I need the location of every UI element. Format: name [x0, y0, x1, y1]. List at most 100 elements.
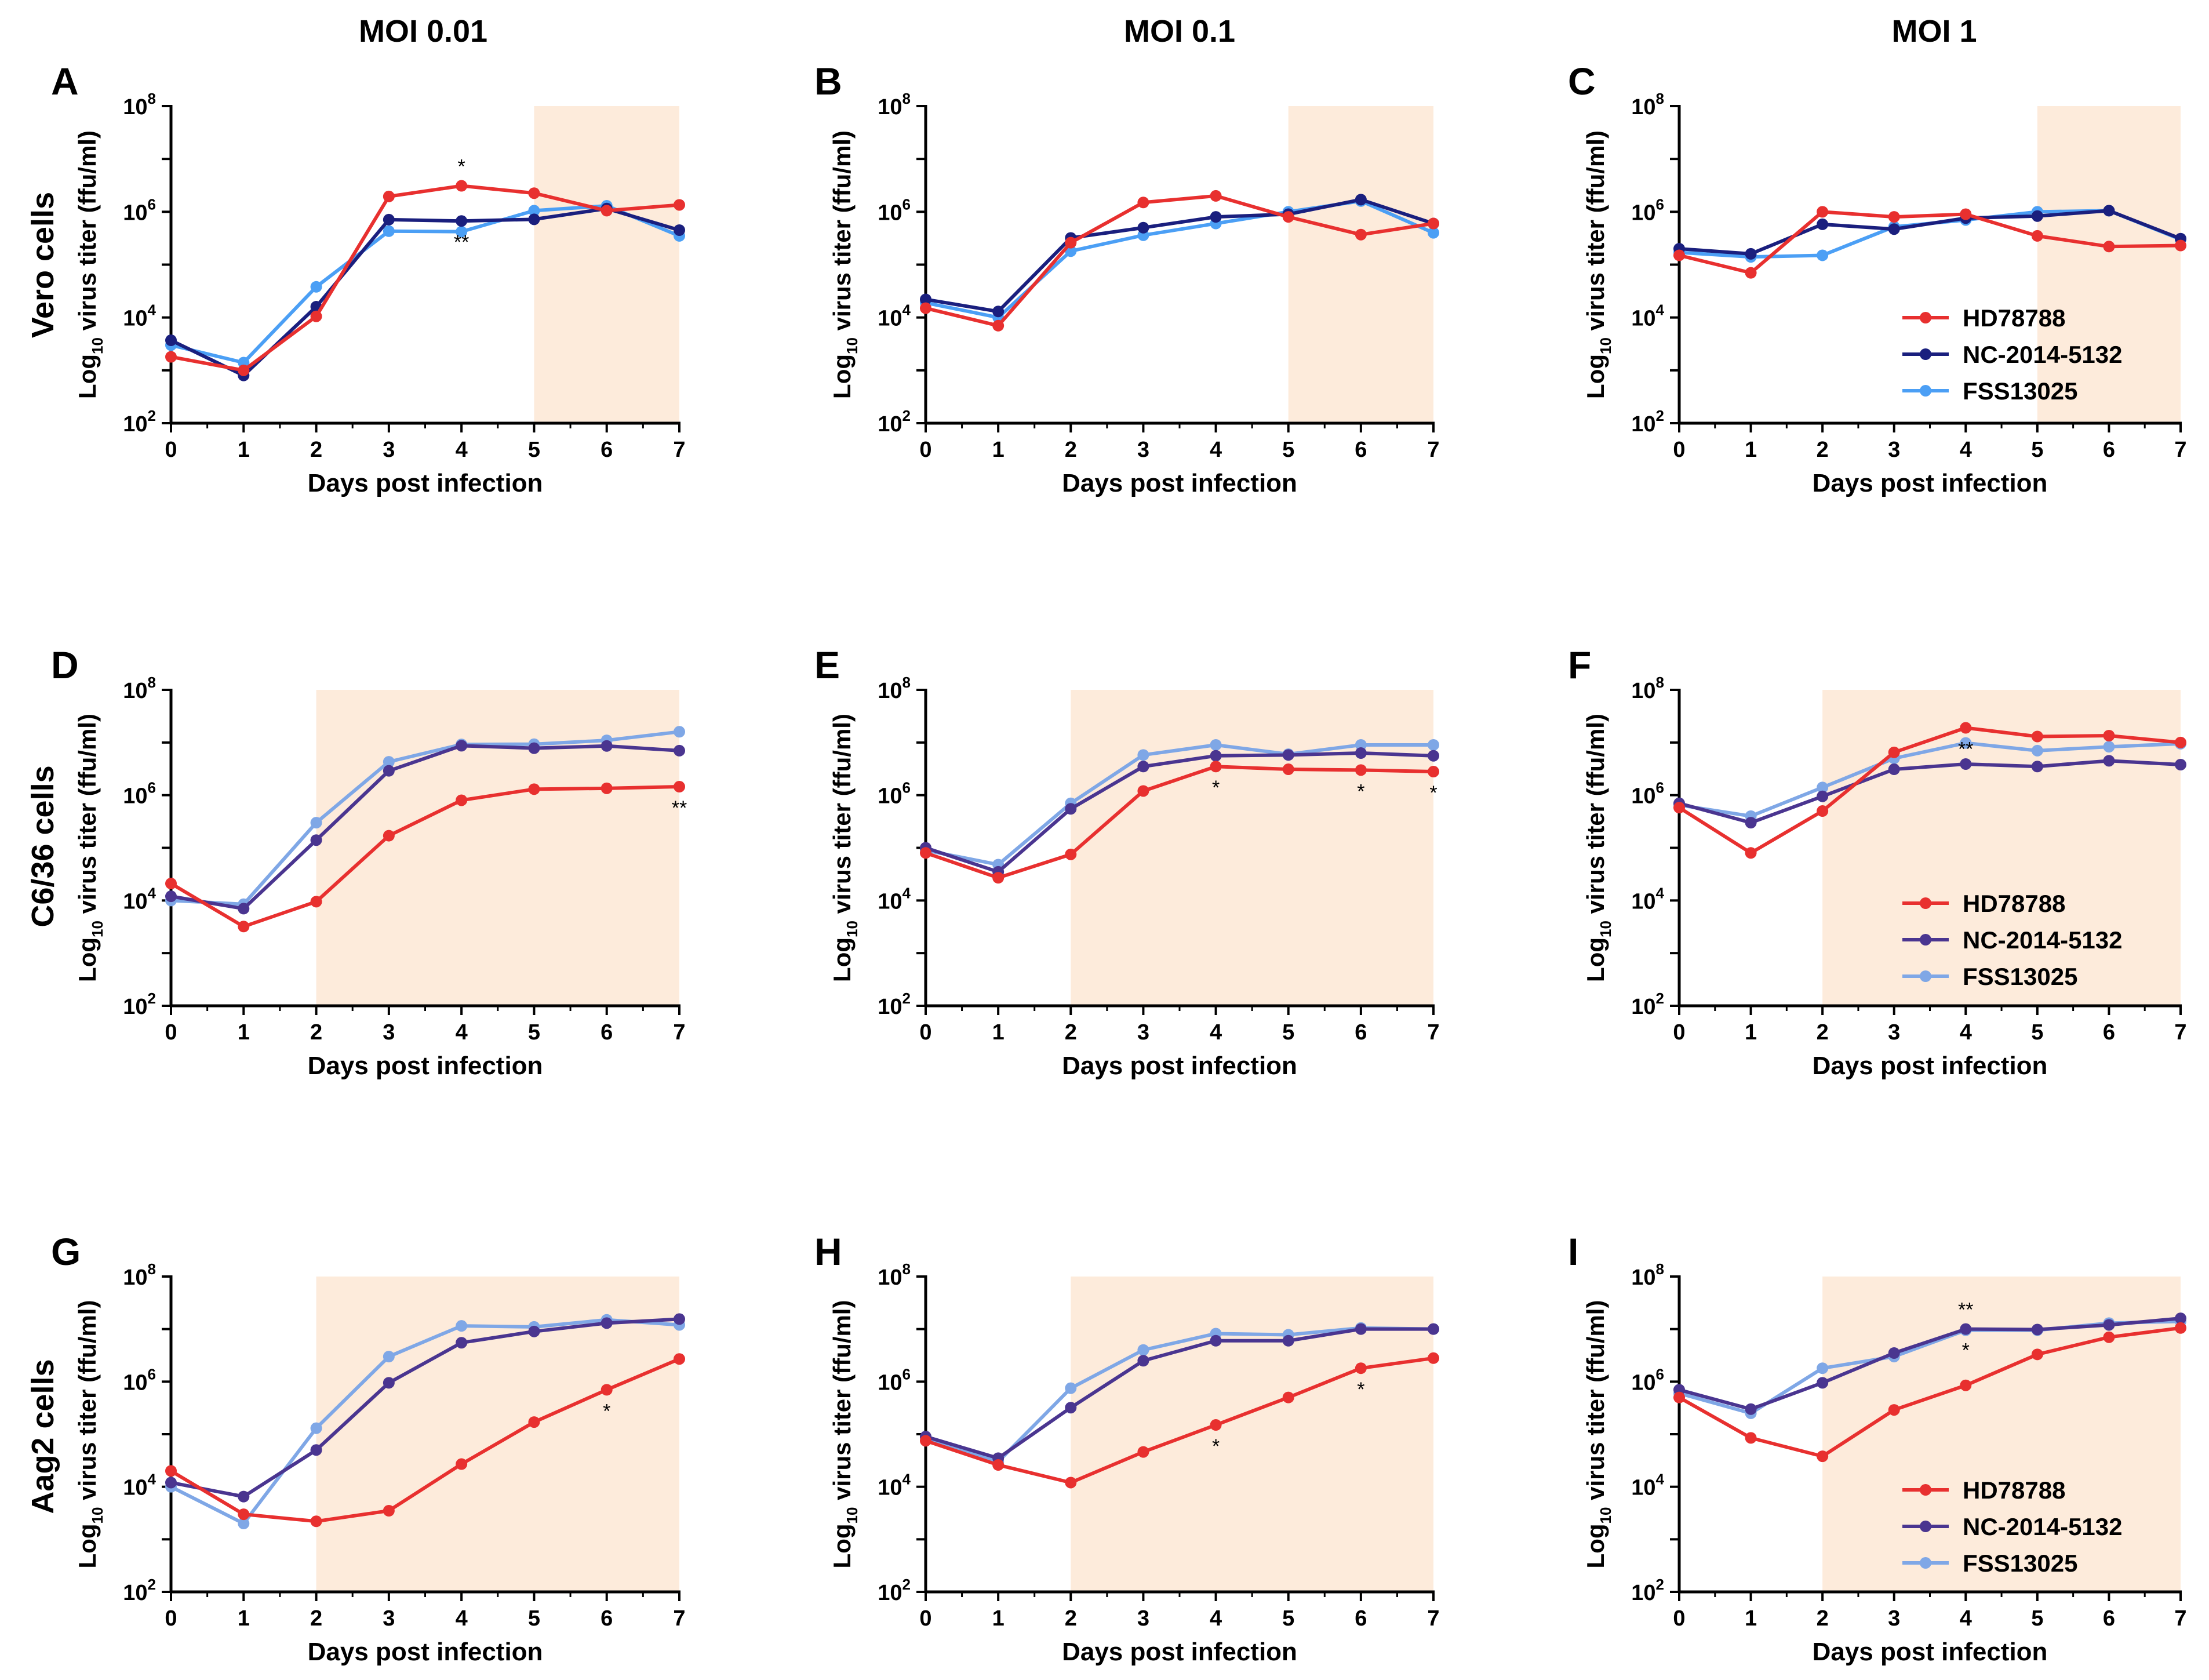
data-point-NC-2014-5132 — [528, 1325, 540, 1337]
y-axis-label: Log10 virus titer (ffu/ml) — [74, 1300, 106, 1569]
data-point-HD78788 — [2175, 1322, 2186, 1334]
data-point-HD78788 — [238, 364, 250, 376]
x-tick-label: 4 — [1960, 438, 1972, 462]
data-point-HD78788 — [383, 190, 395, 202]
x-tick-label: 7 — [2174, 1606, 2186, 1631]
data-point-NC-2014-5132 — [383, 765, 395, 777]
y-tick-label: 104 — [123, 884, 156, 914]
x-tick-label: 2 — [310, 438, 322, 462]
x-axis-label: Days post infection — [308, 1052, 543, 1080]
series-line-HD78788 — [170, 1357, 680, 1523]
data-point-NC-2014-5132 — [2103, 1319, 2115, 1331]
data-point-NC-2014-5132 — [1355, 747, 1367, 759]
data-point-FSS13025 — [1137, 1344, 1149, 1356]
data-point-NC-2014-5132 — [383, 1377, 395, 1389]
x-tick-label: 6 — [2103, 1020, 2115, 1045]
data-point-NC-2014-5132 — [1817, 218, 1829, 230]
data-point-HD78788 — [456, 794, 468, 806]
x-tick-label: 3 — [1888, 1020, 1900, 1045]
data-point-HD78788 — [1888, 1404, 1900, 1416]
data-point-HD78788 — [992, 1459, 1005, 1471]
data-point-FSS13025 — [2103, 741, 2115, 753]
x-tick-label: 4 — [1210, 1020, 1222, 1045]
data-point-FSS13025 — [528, 205, 540, 217]
y-axis-label: Log10 virus titer (ffu/ml) — [74, 714, 106, 982]
x-tick-label: 6 — [1355, 1606, 1367, 1631]
data-point-HD78788 — [601, 782, 613, 794]
data-point-NC-2014-5132 — [310, 834, 322, 846]
x-tick-label: 3 — [383, 438, 395, 462]
y-tick-label: 104 — [878, 884, 911, 914]
y-tick-label: 102 — [123, 1576, 156, 1605]
series-line-NC-2014-5132 — [170, 206, 680, 377]
legend-label-FSS13025: FSS13025 — [1963, 377, 2077, 405]
data-point-NC-2014-5132 — [1745, 1403, 1757, 1415]
data-point-HD78788 — [920, 302, 931, 314]
series-line-FSS13025 — [170, 1318, 680, 1526]
x-tick-label: 3 — [1137, 438, 1149, 462]
y-tick-label: 108 — [123, 674, 156, 703]
data-point-HD78788 — [1428, 766, 1439, 778]
x-tick-label: 0 — [165, 438, 177, 462]
data-point-NC-2014-5132 — [310, 1444, 322, 1456]
y-tick-label: 108 — [878, 674, 911, 703]
row-header-c636: C6/36 cells — [26, 765, 60, 927]
y-tick-label: 102 — [878, 407, 911, 437]
data-point-NC-2014-5132 — [1282, 1334, 1294, 1347]
data-point-HD78788 — [1137, 785, 1149, 797]
x-tick-label: 5 — [1282, 1606, 1294, 1631]
panel-label-F: F — [1568, 643, 1591, 686]
data-point-HD78788 — [1960, 722, 1972, 734]
panel-label-I: I — [1568, 1230, 1578, 1273]
data-point-NC-2014-5132 — [2175, 1312, 2186, 1325]
data-point-HD78788 — [528, 1416, 540, 1428]
data-point-NC-2014-5132 — [1137, 1355, 1149, 1367]
x-tick-label: 3 — [383, 1606, 395, 1631]
series-line-NC-2014-5132 — [1679, 1317, 2181, 1411]
data-point-NC-2014-5132 — [1065, 1402, 1077, 1414]
data-point-HD78788 — [2103, 241, 2115, 253]
series-line-FSS13025 — [925, 743, 1433, 867]
data-point-NC-2014-5132 — [1210, 1334, 1222, 1347]
data-point-HD78788 — [2031, 230, 2043, 242]
x-tick-label: 5 — [1282, 438, 1294, 462]
data-point-HD78788 — [1673, 1391, 1685, 1403]
legend-marker-FSS13025 — [1920, 970, 1931, 982]
data-point-FSS13025 — [383, 225, 395, 237]
data-point-NC-2014-5132 — [456, 740, 468, 752]
series-line-HD78788 — [925, 765, 1434, 880]
series-line-NC-2014-5132 — [925, 751, 1434, 874]
y-tick-label: 108 — [123, 90, 156, 119]
x-tick-label: 7 — [1427, 438, 1439, 462]
x-tick-label: 1 — [1745, 438, 1757, 462]
y-tick-label: 102 — [123, 407, 156, 437]
data-point-NC-2014-5132 — [1888, 223, 1900, 235]
data-point-FSS13025 — [674, 726, 685, 738]
data-point-FSS13025 — [1210, 739, 1222, 751]
x-tick-label: 2 — [1817, 1020, 1829, 1045]
legend-label-NC-2014-5132: NC-2014-5132 — [1963, 926, 2123, 954]
panel-label-B: B — [814, 60, 842, 103]
significance-marker: * — [603, 1400, 610, 1422]
column-header-moi-0.1: MOI 0.1 — [1124, 14, 1235, 49]
x-tick-label: 1 — [238, 1606, 250, 1631]
y-tick-label: 106 — [878, 195, 911, 225]
panel-G: G 0 1 2 3 4 5 6 7 102 104 106 108 Days post infection… — [51, 1230, 686, 1666]
series-line-HD78788 — [1679, 210, 2181, 275]
data-point-HD78788 — [1817, 206, 1829, 218]
x-tick-label: 5 — [2031, 1020, 2043, 1045]
y-tick-label: 106 — [878, 1365, 911, 1395]
shaded-region — [2037, 106, 2181, 423]
legend-marker-NC-2014-5132 — [1920, 1521, 1931, 1532]
significance-marker: ** — [454, 231, 469, 253]
data-point-HD78788 — [1282, 211, 1294, 223]
shaded-region — [316, 1277, 679, 1592]
data-point-NC-2014-5132 — [1137, 761, 1149, 773]
data-point-FSS13025 — [383, 1351, 395, 1363]
series-line-HD78788 — [170, 184, 680, 372]
data-point-NC-2014-5132 — [674, 224, 685, 236]
data-point-HD78788 — [601, 1384, 613, 1396]
significance-marker: * — [1212, 777, 1220, 799]
data-point-NC-2014-5132 — [2031, 761, 2043, 773]
data-point-NC-2014-5132 — [2175, 759, 2186, 771]
